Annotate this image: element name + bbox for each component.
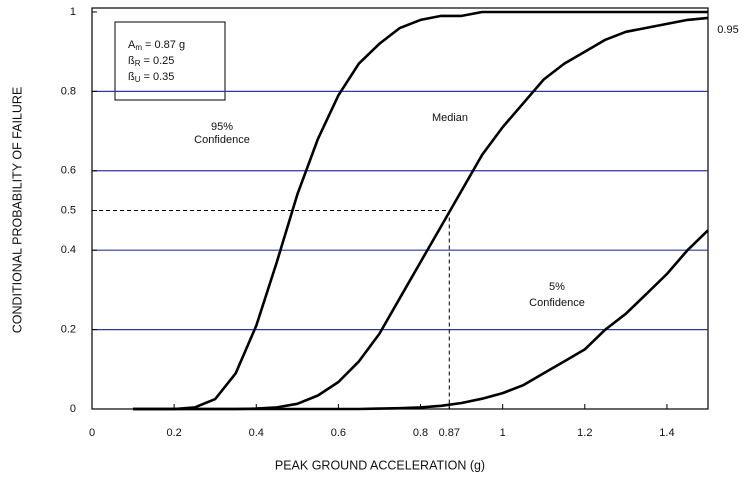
param-subscript: m xyxy=(135,43,142,52)
param-text: Am = 0.87 g xyxy=(128,39,185,52)
x-tick-label: 0.8 xyxy=(413,427,428,439)
param-subscript: U xyxy=(135,75,141,84)
y-tick-label: 0.4 xyxy=(61,244,76,256)
y-tick-label: 0.5 xyxy=(61,204,76,216)
x-tick-label: 0.4 xyxy=(249,427,264,439)
fragility-curve xyxy=(133,10,708,411)
x-tick-label: 0.87 xyxy=(439,427,460,439)
curve-label: Confidence xyxy=(194,134,250,146)
x-axis-title: PEAK GROUND ACCELERATION (g) xyxy=(275,458,485,472)
curve-label: 5% xyxy=(549,281,565,293)
param-text: ßU = 0.35 xyxy=(128,71,174,84)
param-text: ßR = 0.25 xyxy=(128,55,174,68)
curve-label: Confidence xyxy=(529,297,585,309)
x-tick-label: 0.6 xyxy=(331,427,346,439)
y-tick-label: 0.2 xyxy=(61,324,76,336)
param-symbol: A xyxy=(128,39,136,51)
corner-label: 0.95 xyxy=(717,24,738,36)
y-tick-label: 0 xyxy=(70,403,76,415)
x-tick-label: 0 xyxy=(89,427,95,439)
x-tick-label: 1 xyxy=(500,427,506,439)
y-tick-label: 0.8 xyxy=(61,85,76,97)
curve-label: Median xyxy=(432,112,468,124)
fragility-curve xyxy=(133,229,709,411)
y-axis-title: CONDITIONAL PROBABILITY OF FAILURE xyxy=(10,87,24,334)
x-tick-label: 1.2 xyxy=(577,427,592,439)
y-tick-label: 1 xyxy=(70,6,76,18)
param-value: = 0.25 xyxy=(144,55,175,67)
param-subscript: R xyxy=(135,59,141,68)
y-tick-label: 0.6 xyxy=(61,165,76,177)
param-value: = 0.35 xyxy=(144,71,175,83)
param-value: = 0.87 g xyxy=(145,39,185,51)
curve-label: 95% xyxy=(211,121,233,133)
param-symbol: ß xyxy=(128,71,135,83)
x-tick-label: 1.4 xyxy=(659,427,674,439)
x-tick-label: 0.2 xyxy=(166,427,181,439)
param-box xyxy=(114,21,226,101)
param-symbol: ß xyxy=(128,55,135,67)
